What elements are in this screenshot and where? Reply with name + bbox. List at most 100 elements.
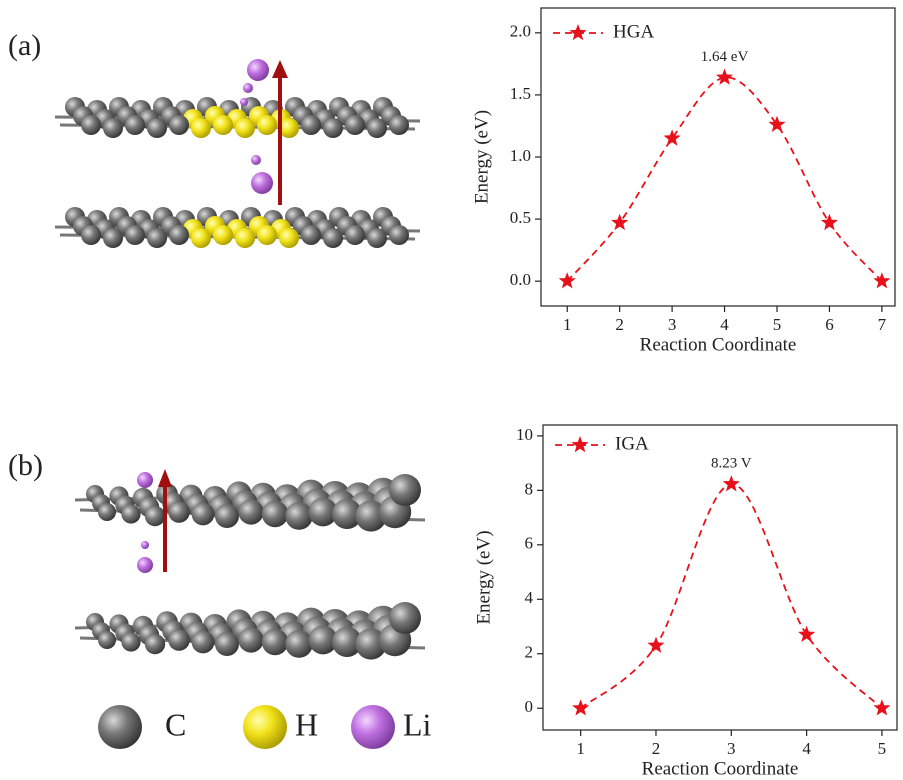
x-axis-title: Reaction Coordinate xyxy=(640,334,797,355)
atom xyxy=(98,631,116,649)
atom xyxy=(137,472,153,488)
data-point xyxy=(559,272,576,288)
atom xyxy=(125,225,145,245)
x-tick-label: 4 xyxy=(720,315,729,334)
atom xyxy=(238,499,263,524)
atom xyxy=(215,504,239,528)
data-point xyxy=(768,116,785,132)
y-tick-label: 1.5 xyxy=(510,84,531,103)
annotation: 1.64 eV xyxy=(701,49,749,65)
atom-swatch xyxy=(98,705,142,749)
annotation: 8.23 V xyxy=(711,456,752,472)
x-tick-label: 1 xyxy=(563,315,572,334)
atom xyxy=(103,118,123,138)
x-tick-label: 3 xyxy=(727,739,736,758)
panel-label: (b) xyxy=(8,449,43,482)
atom xyxy=(192,631,215,654)
data-point xyxy=(572,699,589,715)
x-tick-label: 5 xyxy=(773,315,782,334)
y-tick-label: 10 xyxy=(516,425,533,444)
x-tick-label: 5 xyxy=(878,739,887,758)
atom xyxy=(169,225,189,245)
data-point xyxy=(873,272,890,288)
data-point xyxy=(716,69,733,85)
data-point xyxy=(664,129,681,145)
atom xyxy=(251,155,261,165)
atom xyxy=(301,225,321,245)
x-tick-label: 2 xyxy=(615,315,624,334)
data-point xyxy=(821,214,838,230)
atom-swatch xyxy=(351,705,395,749)
atom xyxy=(125,115,145,135)
arrow-head xyxy=(158,469,172,487)
y-tick-label: 2 xyxy=(525,643,534,662)
atom-swatch xyxy=(243,705,287,749)
y-tick-label: 0.5 xyxy=(510,208,531,227)
atom xyxy=(168,629,190,651)
y-axis-title: Energy (eV) xyxy=(471,110,492,204)
atom xyxy=(257,115,277,135)
arrow-head xyxy=(272,60,288,78)
x-axis-title: Reaction Coordinate xyxy=(642,758,799,779)
atom xyxy=(389,115,409,135)
atom xyxy=(262,501,288,527)
atom xyxy=(285,502,313,530)
atom xyxy=(145,634,165,654)
atom xyxy=(145,506,165,526)
atom xyxy=(323,228,343,248)
atom xyxy=(367,118,387,138)
series-line xyxy=(567,77,882,281)
legend-marker xyxy=(571,436,588,452)
atom xyxy=(279,228,299,248)
atom xyxy=(103,228,123,248)
atom xyxy=(168,501,190,523)
x-tick-label: 6 xyxy=(825,315,834,334)
atom xyxy=(262,629,288,655)
legend-marker xyxy=(569,24,586,40)
atom xyxy=(345,225,365,245)
y-axis-title: Energy (eV) xyxy=(473,530,494,624)
x-tick-label: 4 xyxy=(802,739,811,758)
atom xyxy=(367,228,387,248)
atom xyxy=(147,228,167,248)
panel-label: (a) xyxy=(8,29,41,62)
y-tick-label: 4 xyxy=(525,588,534,607)
atom xyxy=(121,504,140,523)
atom xyxy=(389,225,409,245)
atom xyxy=(389,474,421,506)
atom xyxy=(215,632,239,656)
y-tick-label: 8 xyxy=(525,479,534,498)
atom xyxy=(98,503,116,521)
y-tick-label: 2.0 xyxy=(510,22,531,41)
atom xyxy=(191,118,211,138)
atom xyxy=(141,541,149,549)
atom xyxy=(147,118,167,138)
data-point xyxy=(611,214,628,230)
atom xyxy=(301,115,321,135)
atom xyxy=(191,228,211,248)
atom xyxy=(192,503,215,526)
atom xyxy=(213,225,233,245)
x-tick-label: 7 xyxy=(878,315,887,334)
data-point xyxy=(798,626,815,642)
y-tick-label: 6 xyxy=(525,534,534,553)
legend-label: HGA xyxy=(613,21,654,42)
atom xyxy=(213,115,233,135)
y-tick-label: 0 xyxy=(525,697,534,716)
legend-label: IGA xyxy=(615,433,649,454)
atom xyxy=(251,172,273,194)
x-tick-label: 2 xyxy=(652,739,661,758)
data-point xyxy=(647,637,664,653)
atom xyxy=(235,228,255,248)
atom xyxy=(257,225,277,245)
atom-label: Li xyxy=(403,706,432,742)
atom-label: H xyxy=(295,706,318,742)
atom xyxy=(81,225,101,245)
y-tick-label: 1.0 xyxy=(510,146,531,165)
atom xyxy=(345,115,365,135)
y-tick-label: 0.0 xyxy=(510,270,531,289)
atom xyxy=(169,115,189,135)
x-tick-label: 1 xyxy=(576,739,585,758)
atom xyxy=(238,627,263,652)
atom xyxy=(389,602,421,634)
